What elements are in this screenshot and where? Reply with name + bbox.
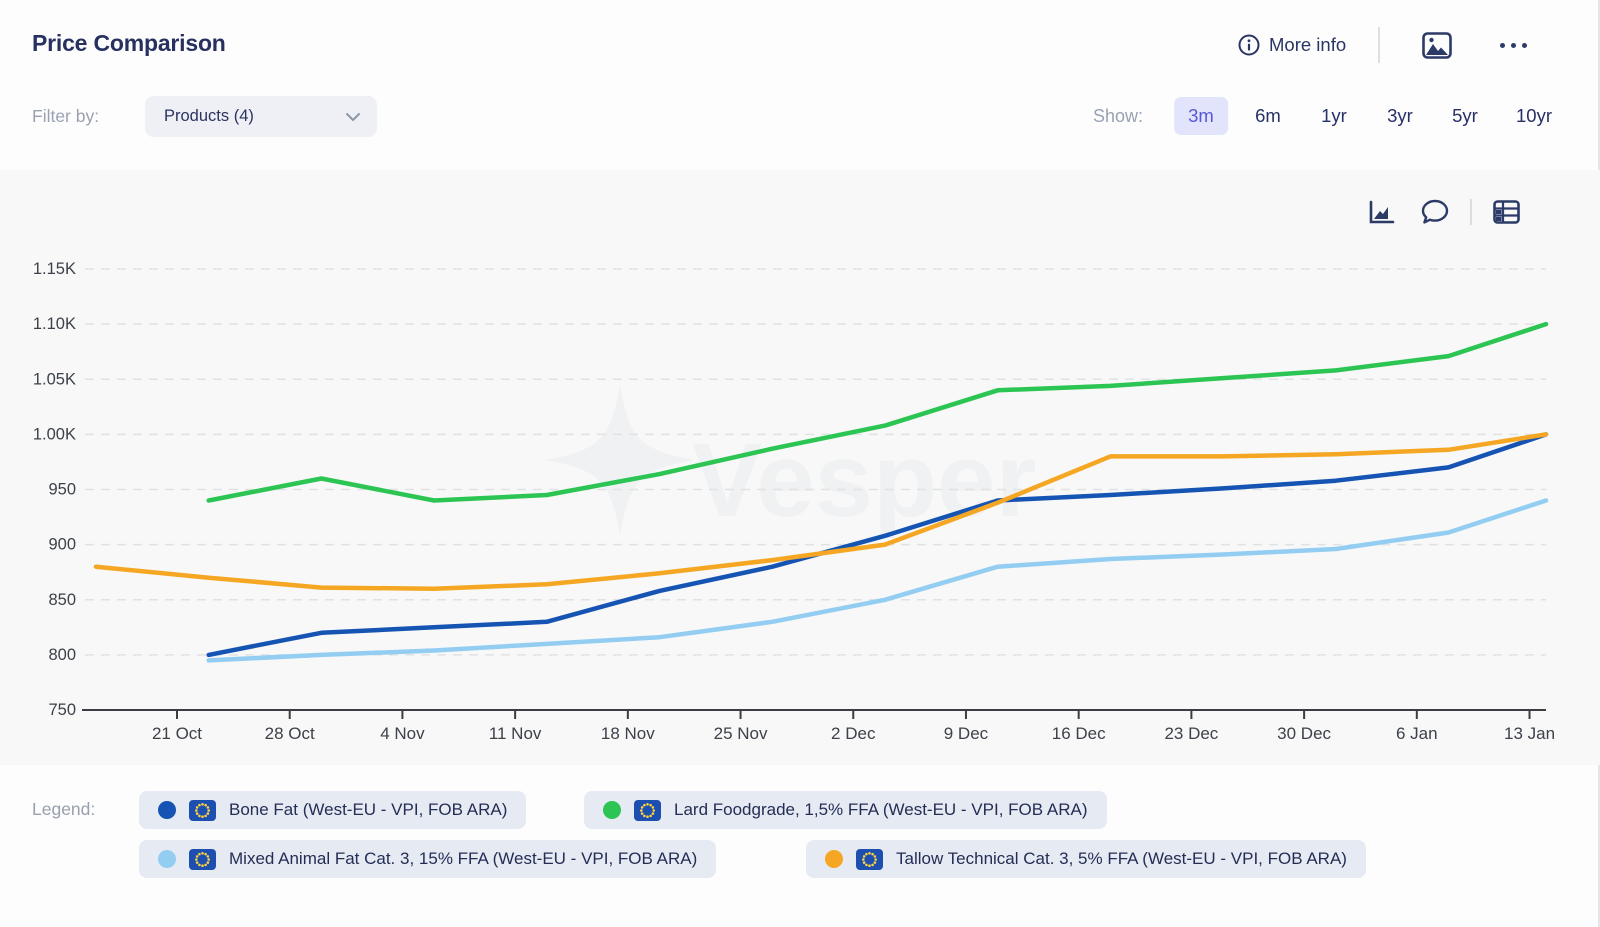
more-info-label: More info — [1269, 34, 1347, 55]
comment-icon[interactable] — [1421, 199, 1449, 225]
legend-item-label: Bone Fat (West-EU - VPI, FOB ARA) — [229, 800, 508, 819]
time-option-5yr[interactable]: 5yr — [1452, 105, 1478, 126]
svg-text:Vesper: Vesper — [692, 422, 1036, 539]
legend-item-label: Lard Foodgrade, 1,5% FFA (West-EU - VPI,… — [674, 800, 1088, 819]
time-option-3m[interactable]: 3m — [1174, 97, 1228, 135]
chart-toolbar — [1368, 197, 1520, 227]
y-axis-label: 1.00K — [33, 425, 76, 443]
x-axis-label: 9 Dec — [944, 724, 989, 743]
legend-item-bone-fat-west-eu-vpi-fob-ara[interactable]: Bone Fat (West-EU - VPI, FOB ARA) — [139, 791, 527, 829]
eu-flag-icon — [856, 848, 883, 870]
legend-item-label: Tallow Technical Cat. 3, 5% FFA (West-EU… — [896, 849, 1347, 868]
series-color-dot — [158, 801, 176, 819]
x-axis-label: 28 Oct — [265, 724, 315, 743]
toolbar-divider — [1470, 199, 1472, 225]
y-axis-label: 1.15K — [33, 260, 76, 278]
x-axis-label: 30 Dec — [1277, 724, 1331, 743]
x-axis-label: 6 Jan — [1396, 724, 1438, 743]
series-line-mixed-animal-fat-cat-3-15-ffa-west-eu-vpi-fob-ara — [206, 498, 1549, 663]
time-option-10yr[interactable]: 10yr — [1516, 105, 1552, 126]
info-icon — [1238, 34, 1260, 56]
y-axis-label: 1.10K — [33, 315, 76, 333]
time-option-6m[interactable]: 6m — [1255, 105, 1281, 126]
vesper-watermark: Vesper — [545, 385, 1036, 539]
series-color-dot — [825, 850, 843, 868]
x-axis-label: 16 Dec — [1052, 724, 1106, 743]
x-axis-label: 13 Jan — [1504, 724, 1555, 743]
show-label: Show: — [1093, 106, 1144, 126]
header-divider — [1378, 27, 1381, 63]
legend-item-lard-foodgrade-1-5-ffa-west-eu-vpi-fob-ara[interactable]: Lard Foodgrade, 1,5% FFA (West-EU - VPI,… — [584, 791, 1107, 829]
x-axis-label: 2 Dec — [831, 724, 876, 743]
eu-flag-icon — [634, 799, 661, 821]
series-line-bone-fat-west-eu-vpi-fob-ara — [206, 432, 1549, 658]
x-axis-label: 23 Dec — [1164, 724, 1218, 743]
y-axis-label: 900 — [48, 536, 76, 554]
x-axis-label: 18 Nov — [601, 724, 655, 743]
products-dropdown-value: Products (4) — [164, 107, 254, 125]
time-option-3yr[interactable]: 3yr — [1387, 105, 1413, 126]
eu-flag-icon — [189, 799, 216, 821]
series-line-lard-foodgrade-1-5-ffa-west-eu-vpi-fob-ara — [206, 321, 1549, 503]
legend-label: Legend: — [32, 799, 96, 819]
legend-item-tallow-technical-cat-3-5-ffa-west-eu-vpi-fob-ara[interactable]: Tallow Technical Cat. 3, 5% FFA (West-EU… — [806, 840, 1366, 878]
table-icon[interactable] — [1493, 200, 1520, 224]
y-axis-label: 800 — [48, 646, 76, 664]
x-axis-label: 11 Nov — [489, 724, 542, 743]
area-chart-icon[interactable] — [1368, 200, 1395, 225]
y-axis-label: 750 — [48, 701, 76, 719]
series-color-dot — [158, 850, 176, 868]
x-axis-label: 21 Oct — [152, 724, 202, 743]
time-option-1yr[interactable]: 1yr — [1321, 105, 1347, 126]
y-axis-label: 850 — [48, 591, 76, 609]
image-icon[interactable] — [1422, 31, 1452, 59]
header-actions: More info — [1238, 25, 1528, 65]
ellipsis-icon[interactable] — [1500, 42, 1528, 48]
x-axis: 21 Oct 28 Oct 4 Nov 11 Nov 18 Nov 25 Nov 2 Dec… — [82, 709, 1555, 743]
x-axis-label: 25 Nov — [714, 724, 768, 743]
price-line-chart[interactable]: Vesper 1.15K 1.10K 1.05K 1.00K 950 900 850 800 75… — [0, 170, 1600, 770]
more-info-button[interactable]: More info — [1238, 34, 1346, 56]
page-title: Price Comparison — [32, 30, 226, 56]
filter-by-label: Filter by: — [32, 106, 100, 126]
series-color-dot — [603, 801, 621, 819]
y-axis-label: 950 — [48, 481, 76, 499]
products-dropdown[interactable]: Products (4) — [145, 96, 377, 137]
x-axis-label: 4 Nov — [380, 724, 425, 743]
legend-item-mixed-animal-fat-cat-3-15-ffa-west-eu-vpi-fob-ara[interactable]: Mixed Animal Fat Cat. 3, 15% FFA (West-E… — [139, 840, 717, 878]
legend-item-label: Mixed Animal Fat Cat. 3, 15% FFA (West-E… — [229, 849, 698, 868]
series-line-tallow-technical-cat-3-5-ffa-west-eu-vpi-fob-ara — [93, 432, 1549, 591]
y-axis-label: 1.05K — [33, 370, 76, 388]
chevron-down-icon — [346, 112, 360, 121]
eu-flag-icon — [189, 848, 216, 870]
